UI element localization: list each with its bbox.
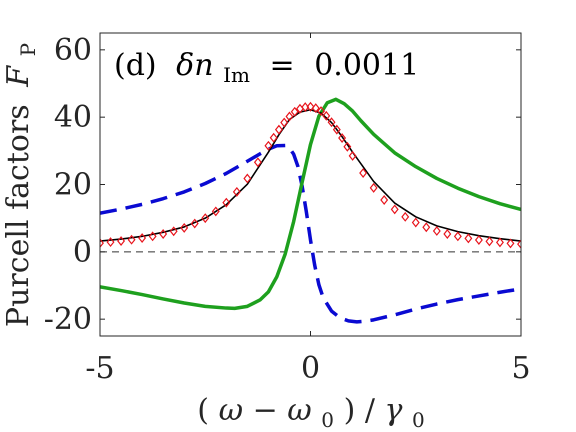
red-diamond-point bbox=[422, 222, 431, 233]
y-tick-label: 60 bbox=[54, 33, 92, 68]
y-axis-label-text: Purcell factors bbox=[1, 104, 36, 327]
red-diamond-point bbox=[411, 217, 420, 228]
y-tick-label: -20 bbox=[44, 302, 92, 337]
x-axis-label: ( ω − ω 0 ) / γ 0 bbox=[197, 393, 424, 432]
red-diamond-point bbox=[332, 124, 341, 135]
x-tick-label: -5 bbox=[85, 351, 114, 386]
red-diamond-point bbox=[243, 173, 252, 184]
y-axis-label-subscript: P bbox=[16, 43, 40, 56]
panel-label: (d) bbox=[114, 48, 157, 83]
series-black-solid bbox=[100, 108, 521, 242]
red-diamond-point bbox=[343, 141, 352, 152]
x-label-open: ( bbox=[197, 393, 209, 428]
red-diamond-point bbox=[190, 218, 199, 229]
red-diamond-point bbox=[317, 106, 325, 117]
red-diamond-point bbox=[327, 117, 336, 128]
y-axis-label-symbol: F bbox=[1, 65, 36, 88]
x-label-omega0: ω bbox=[287, 393, 311, 428]
red-diamond-point bbox=[495, 237, 504, 248]
annotation-subscript: Im bbox=[223, 63, 250, 87]
x-label-slash: / bbox=[365, 393, 376, 428]
y-tick-label: 40 bbox=[54, 100, 92, 135]
red-diamond-point bbox=[311, 103, 320, 114]
red-diamond-point bbox=[253, 157, 262, 168]
x-label-sub0: 0 bbox=[321, 408, 334, 432]
red-diamond-point bbox=[306, 101, 315, 112]
red-diamond-point bbox=[106, 237, 115, 248]
red-diamond-point bbox=[432, 225, 441, 236]
series-blue-dashed bbox=[100, 143, 521, 324]
x-label-subgamma: 0 bbox=[412, 408, 425, 432]
annotation-value: 0.0011 bbox=[314, 48, 419, 83]
red-diamond-point bbox=[117, 236, 126, 247]
red-diamond-point bbox=[285, 111, 294, 122]
red-diamond-point bbox=[517, 239, 521, 250]
red-diamond-point bbox=[127, 234, 136, 245]
x-tick-label: 5 bbox=[511, 351, 530, 386]
red-diamond-point bbox=[290, 106, 299, 117]
red-diamond-point bbox=[100, 238, 104, 249]
x-label-gamma: γ bbox=[384, 393, 402, 428]
y-tick-label: 0 bbox=[73, 235, 92, 270]
red-diamond-point bbox=[485, 236, 494, 247]
series-red-markers bbox=[100, 101, 521, 250]
red-diamond-point bbox=[474, 235, 483, 246]
red-diamond-point bbox=[338, 133, 347, 144]
red-diamond-point bbox=[359, 168, 368, 179]
red-diamond-point bbox=[222, 197, 231, 208]
annotation-symbol: δn bbox=[176, 48, 213, 83]
x-tick-label: 0 bbox=[301, 351, 320, 386]
x-label-close: ) bbox=[344, 393, 356, 428]
red-diamond-point bbox=[401, 211, 410, 222]
red-diamond-point bbox=[380, 195, 389, 205]
ticks-layer: -5 0 5 -20 0 20 40 60 bbox=[44, 33, 531, 386]
x-label-omega: ω bbox=[219, 393, 243, 428]
y-axis-label: Purcell factors F P bbox=[1, 43, 40, 327]
red-diamond-point bbox=[443, 229, 452, 239]
series-green-solid bbox=[100, 97, 521, 311]
panel-annotation: (d) δn Im = 0.0011 bbox=[114, 48, 419, 90]
red-diamond-point bbox=[390, 204, 399, 215]
red-diamond-point bbox=[148, 231, 157, 242]
annotation-equals: = bbox=[270, 48, 295, 83]
series-layer bbox=[100, 97, 521, 324]
x-label-minus: − bbox=[253, 393, 288, 428]
red-diamond-point bbox=[322, 110, 331, 121]
red-diamond-point bbox=[369, 182, 378, 193]
red-diamond-point bbox=[211, 206, 220, 217]
red-diamond-point bbox=[264, 140, 273, 151]
red-diamond-point bbox=[232, 186, 241, 197]
red-diamond-point bbox=[453, 231, 462, 242]
red-diamond-point bbox=[180, 222, 189, 233]
red-diamond-point bbox=[506, 238, 515, 249]
red-diamond-point bbox=[280, 117, 289, 128]
red-diamond-point bbox=[269, 132, 278, 143]
red-diamond-point bbox=[201, 213, 210, 224]
red-diamond-point bbox=[138, 233, 147, 243]
red-diamond-point bbox=[348, 150, 357, 161]
y-tick-label: 20 bbox=[54, 168, 92, 203]
red-diamond-point bbox=[159, 229, 168, 239]
red-diamond-point bbox=[274, 124, 283, 135]
red-diamond-point bbox=[464, 233, 473, 244]
red-diamond-point bbox=[169, 226, 178, 237]
